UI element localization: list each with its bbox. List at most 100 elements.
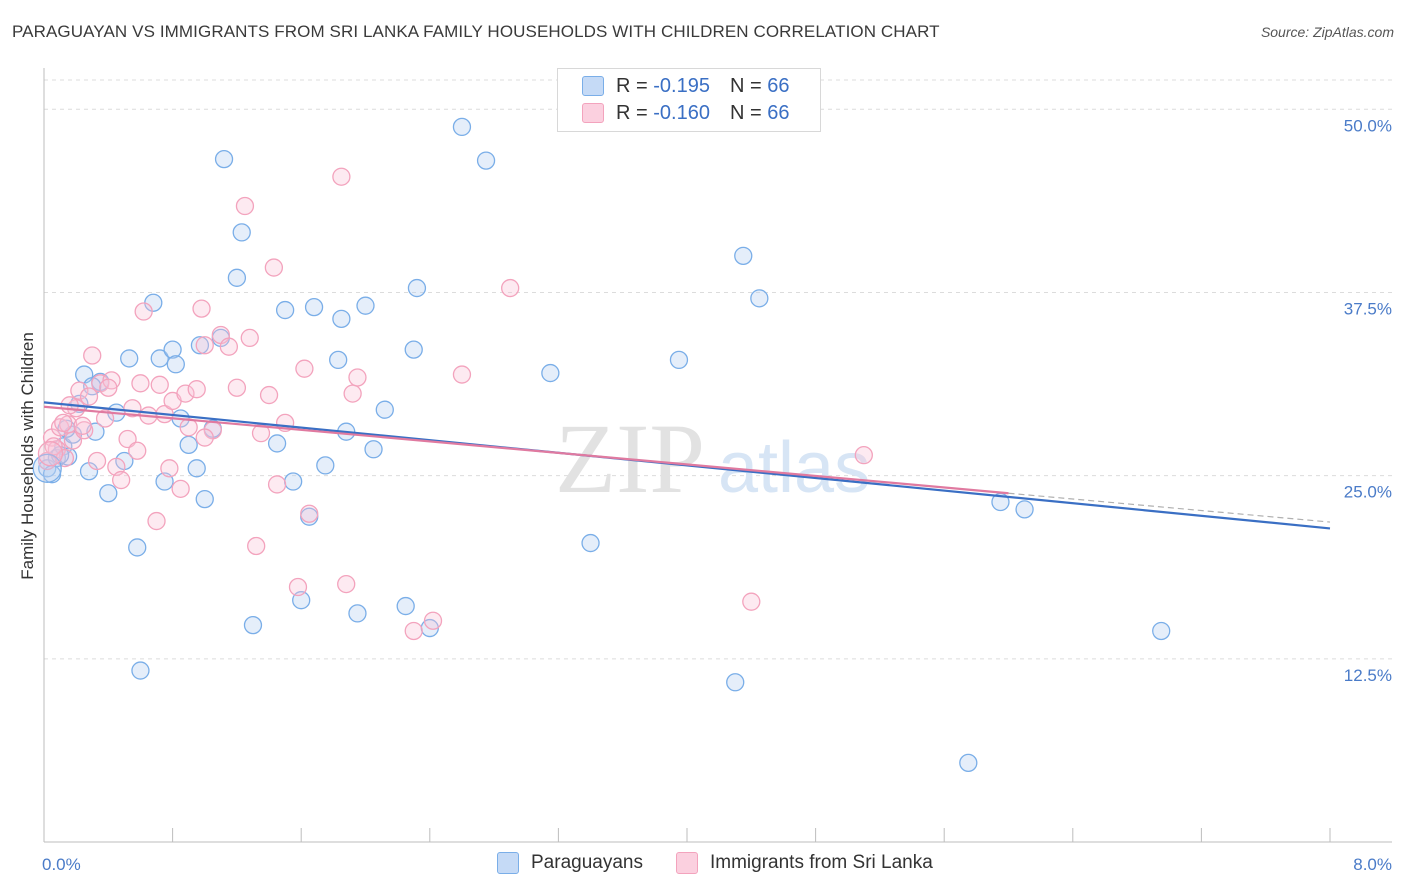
point-paraguayans (166, 355, 185, 374)
point-sri-lanka (423, 611, 443, 630)
point-paraguayans (364, 440, 383, 459)
legend-n-label: N = (729, 101, 762, 124)
point-paraguayans (407, 278, 427, 298)
point-paraguayans (150, 349, 169, 368)
point-sri-lanka (337, 574, 356, 594)
point-paraguayans (316, 456, 335, 475)
point-sri-lanka (147, 511, 166, 531)
trend-line-sri-lanka (43, 405, 1009, 495)
point-paraguayans (329, 350, 348, 370)
point-paraguayans (190, 336, 210, 355)
point-sri-lanka (295, 359, 314, 378)
point-sri-lanka (112, 470, 131, 490)
point-paraguayans (541, 363, 560, 383)
point-paraguayans (128, 538, 147, 557)
y-axis-label: Family Households with Children (18, 332, 37, 580)
legend-r-label: R = (616, 101, 648, 124)
point-sri-lanka (134, 302, 153, 321)
point-paraguayans (1152, 621, 1171, 641)
point-sri-lanka (171, 479, 190, 498)
point-paraguayans (669, 350, 689, 370)
point-paraguayans (476, 151, 496, 170)
point-sri-lanka (160, 459, 179, 478)
point-sri-lanka (219, 337, 239, 356)
legend-n-value: 66 (767, 74, 790, 97)
point-sri-lanka (192, 299, 211, 318)
source-label: Source: ZipAtlas.com (1260, 24, 1394, 40)
point-sri-lanka (79, 387, 99, 406)
point-sri-lanka (501, 278, 520, 298)
point-sri-lanka (247, 536, 266, 556)
point-paraguayans (750, 289, 769, 308)
point-paraguayans (267, 434, 287, 453)
point-sri-lanka (83, 346, 102, 365)
legend-row-paraguayans: R = -0.195 N = 66 (582, 73, 789, 99)
point-paraguayans (304, 297, 324, 317)
point-paraguayans (375, 400, 394, 419)
bottom-legend-swatch-pink (676, 852, 698, 874)
bottom-legend-paraguayans: Paraguayans (497, 852, 643, 874)
point-sri-lanka (348, 368, 367, 387)
point-sri-lanka (332, 167, 351, 186)
point-sri-lanka (176, 384, 195, 403)
point-paraguayans (404, 340, 423, 359)
legend-r-value: -0.160 (653, 101, 710, 124)
bottom-legend-label: Immigrants from Sri Lanka (710, 852, 933, 873)
point-sri-lanka (854, 445, 873, 465)
point-sri-lanka (63, 431, 83, 450)
point-sri-lanka (259, 385, 279, 405)
legend-r-value: -0.195 (653, 74, 710, 97)
point-sri-lanka (264, 258, 284, 277)
legend-n-label: N = (729, 74, 762, 97)
point-sri-lanka (70, 381, 89, 400)
point-paraguayans (726, 673, 745, 692)
gridlines (44, 79, 1392, 660)
legend-swatch-blue (582, 76, 604, 96)
point-paraguayans (243, 615, 263, 635)
point-paraguayans (396, 596, 415, 616)
point-paraguayans (332, 309, 351, 329)
point-sri-lanka (227, 378, 247, 397)
point-sri-lanka (73, 416, 92, 435)
point-paraguayans (356, 296, 375, 315)
bottom-legend-label: Paraguayans (531, 852, 643, 873)
y-tick-label: 12.5% (1344, 666, 1392, 685)
point-paraguayans (131, 661, 150, 680)
point-sri-lanka (195, 336, 214, 355)
point-sri-lanka (742, 592, 761, 611)
point-sri-lanka (404, 621, 423, 641)
watermark-atlas: atlas (718, 428, 870, 508)
bottom-legend-sri-lanka: Immigrants from Sri Lanka (676, 852, 933, 874)
point-paraguayans (163, 340, 182, 359)
watermark: ZIP atlas (555, 403, 870, 514)
point-sri-lanka (87, 451, 107, 471)
tick-labels: 12.5% 25.0% 37.5% 50.0% 0.0% 8.0% (42, 116, 1392, 874)
point-paraguayans (348, 604, 367, 623)
legend-swatch-pink (582, 103, 604, 123)
y-tick-label: 37.5% (1344, 299, 1392, 318)
chart-title: PARAGUAYAN VS IMMIGRANTS FROM SRI LANKA … (12, 22, 940, 41)
point-sri-lanka (267, 475, 287, 494)
point-paraguayans (120, 349, 139, 368)
point-paraguayans (284, 472, 303, 491)
point-paraguayans (452, 117, 472, 137)
point-sri-lanka (118, 429, 137, 449)
point-paraguayans (99, 484, 118, 503)
legend-n-value: 66 (767, 101, 790, 124)
point-paraguayans (227, 268, 247, 287)
point-sri-lanka (300, 504, 319, 523)
point-sri-lanka (235, 196, 255, 216)
point-paraguayans (214, 149, 234, 169)
legend: R = -0.195 N = 66 R = -0.160 N = 66 (557, 68, 821, 132)
point-sri-lanka (288, 577, 308, 597)
y-tick-label: 25.0% (1344, 483, 1392, 502)
point-paraguayans (232, 223, 251, 242)
point-paraguayans (179, 435, 198, 455)
point-sri-lanka (131, 374, 150, 393)
point-sri-lanka (452, 365, 472, 384)
bottom-legend-swatch-blue (497, 852, 519, 874)
point-sri-lanka (54, 413, 73, 433)
trend-line-sri-lanka-extension (1008, 492, 1331, 523)
point-paraguayans (32, 453, 62, 483)
